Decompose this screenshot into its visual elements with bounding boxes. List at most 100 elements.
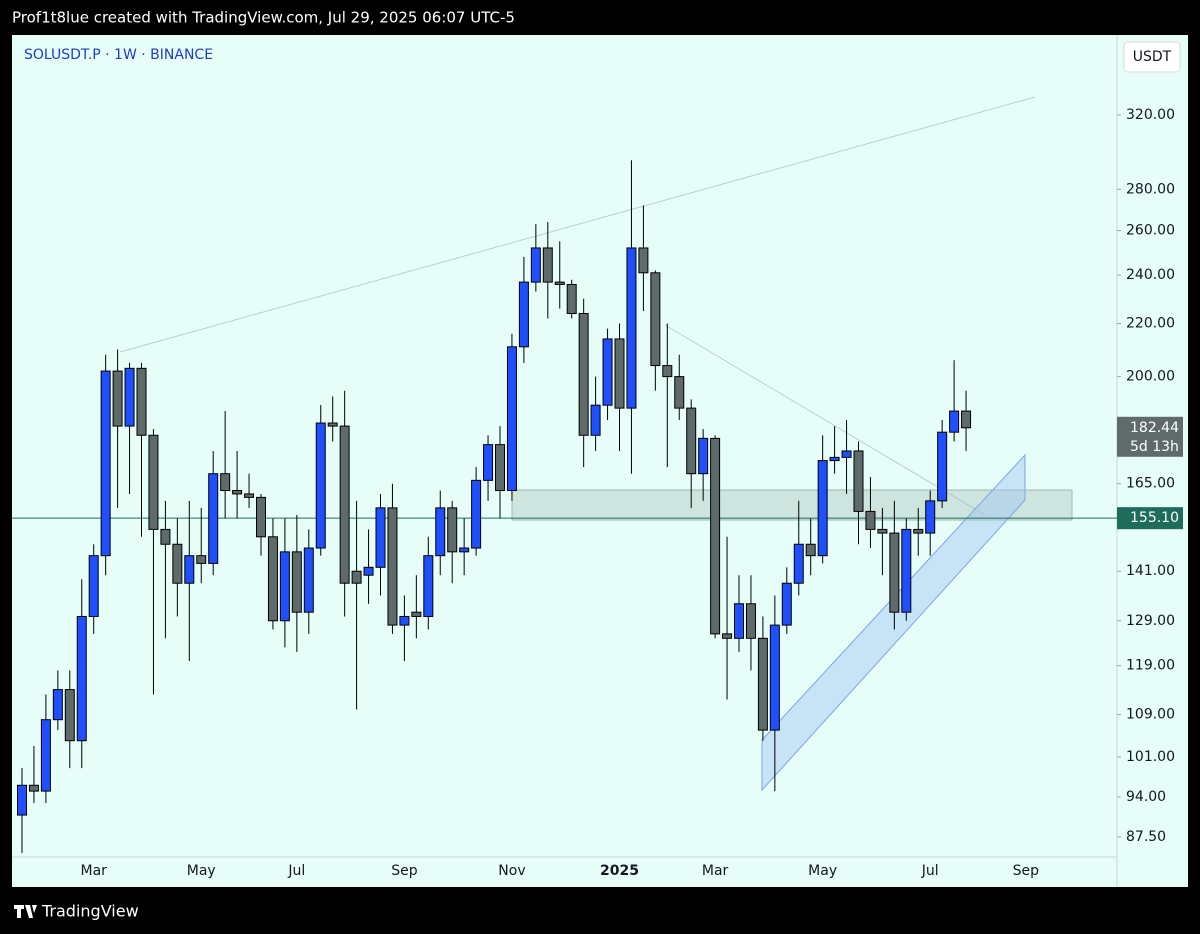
candle-body (387, 507, 398, 626)
candle-body (722, 633, 733, 639)
candle-body (291, 551, 302, 613)
candle-body (172, 543, 183, 584)
candle-body (853, 450, 864, 512)
candle-body (423, 555, 434, 617)
candle-body (196, 555, 207, 564)
candle-body (829, 456, 840, 462)
candle-body (949, 410, 960, 433)
y-tick-label: 87.50 (1126, 829, 1166, 845)
y-tick-label: 119.00 (1126, 658, 1175, 674)
candle-body (937, 431, 948, 502)
y-tick-label: 165.00 (1126, 476, 1175, 492)
candle-body (208, 473, 219, 564)
candle-body (363, 566, 374, 576)
candle-body (542, 247, 553, 283)
trend-line (119, 96, 1036, 353)
candle-body (267, 536, 278, 622)
candle-body (578, 313, 589, 436)
candle-body (351, 570, 362, 584)
brand: TradingView (41, 902, 139, 921)
candle-body (710, 437, 721, 635)
last-price-label: 182.44 (1130, 420, 1179, 436)
candle-body (793, 543, 804, 584)
chart-background (12, 35, 1188, 887)
candle-body (184, 555, 195, 584)
candle-body (52, 689, 63, 721)
x-tick-label: Sep (1013, 863, 1040, 879)
x-tick-label: Sep (391, 863, 418, 879)
candle-body (566, 283, 577, 315)
brand-logo (14, 905, 37, 918)
candle-body (100, 370, 111, 557)
candle-body (602, 338, 613, 406)
currency: USDT (1133, 49, 1172, 65)
plot (12, 160, 1117, 854)
candle-body (638, 247, 649, 274)
candle-body (40, 719, 51, 792)
candle-body (136, 367, 147, 436)
candle-body (698, 437, 709, 475)
candle-body (925, 500, 936, 534)
x-tick-label: May (808, 863, 837, 879)
candle-body (805, 543, 816, 557)
x-tick-label: Mar (702, 863, 729, 879)
channel (761, 453, 1026, 792)
y-tick-label: 320.00 (1126, 107, 1175, 123)
y-tick-label: 129.00 (1126, 613, 1175, 629)
candle-body (734, 603, 744, 639)
candle-body (471, 479, 482, 549)
candle-body (674, 376, 685, 409)
candle-body (518, 281, 529, 348)
y-tick-label: 141.00 (1126, 563, 1175, 579)
candle-body (339, 425, 350, 584)
candle-body (686, 407, 697, 475)
candle-body (435, 507, 446, 557)
symbol-title: SOLUSDT.P · 1W · BINANCE (24, 47, 213, 63)
candle-body (411, 611, 422, 617)
candle-body (64, 689, 75, 742)
candle-body (232, 490, 243, 495)
candle-body (757, 637, 768, 731)
y-tick-label: 109.00 (1126, 707, 1175, 723)
candle-body (447, 507, 458, 553)
x-tick-label: Mar (80, 863, 107, 879)
candle-body (889, 532, 900, 613)
candle-body (662, 365, 673, 378)
candle-body (590, 404, 601, 436)
y-tick-label: 240.00 (1126, 267, 1175, 283)
candle-body (865, 510, 876, 530)
candle-body (459, 547, 470, 553)
price-line-label: 155.10 (1130, 510, 1179, 526)
candle-body (626, 247, 637, 409)
x-tick-label: Nov (498, 863, 525, 879)
candle-body (961, 410, 972, 429)
candle-body (841, 450, 852, 458)
candle-body (650, 272, 661, 367)
candle-body (17, 784, 27, 816)
candle-body (399, 615, 410, 626)
drawings (119, 96, 1073, 792)
credit: Prof1t8lue created with TradingView.com,… (12, 9, 515, 27)
x-tick-label: 2025 (600, 863, 639, 879)
y-tick-label: 220.00 (1126, 316, 1175, 332)
y-tick-label: 101.00 (1126, 749, 1175, 765)
candle-body (303, 547, 314, 613)
last-price-box (1117, 416, 1183, 457)
candle-body (160, 528, 171, 545)
y-tick-label: 260.00 (1126, 223, 1175, 239)
candle-body (315, 422, 326, 549)
candle-body (483, 444, 494, 481)
candle-body (256, 496, 266, 538)
y-tick-label: 94.00 (1126, 789, 1166, 805)
candle-body (614, 338, 625, 409)
x-tick-label: May (187, 863, 216, 879)
trend-line (664, 324, 986, 516)
candle-body (877, 528, 888, 534)
candle-body (148, 434, 159, 530)
candle-body (769, 624, 780, 731)
candle-body (76, 615, 87, 742)
candle-body (124, 367, 135, 427)
candle-body (506, 346, 517, 492)
x-tick-label: Jul (921, 863, 939, 879)
